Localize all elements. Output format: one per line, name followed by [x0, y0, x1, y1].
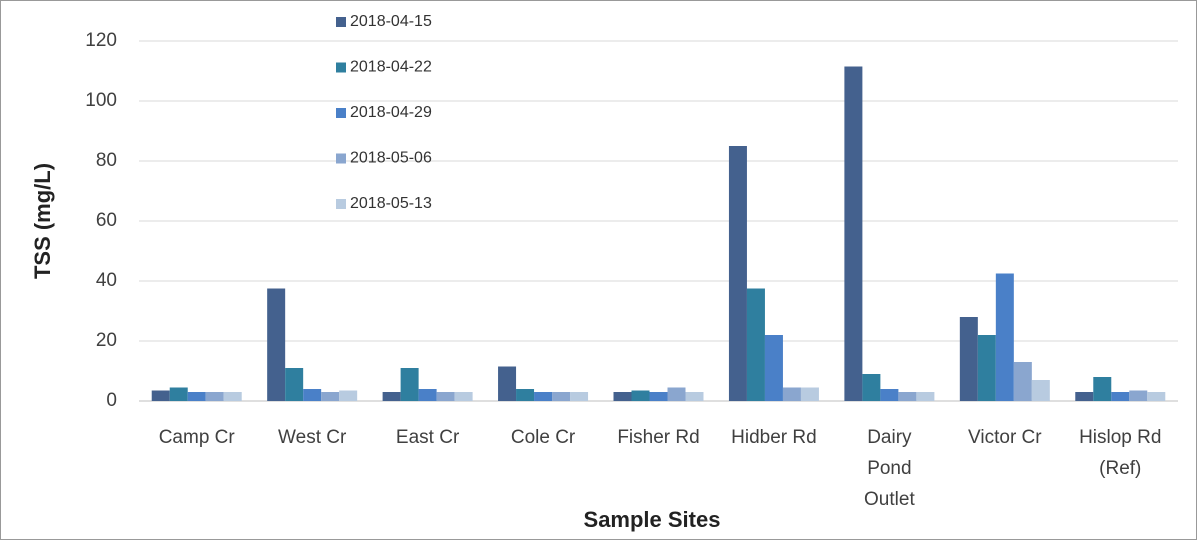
x-tick-label: Cole Cr	[511, 427, 576, 448]
y-tick-label: 40	[96, 270, 117, 291]
bar	[570, 392, 589, 401]
bar	[667, 387, 686, 401]
legend-label: 2018-04-22	[350, 59, 432, 76]
bar	[151, 390, 170, 401]
x-tick-label: Fisher Rd	[617, 427, 699, 448]
bar	[898, 392, 917, 401]
bar	[959, 317, 978, 401]
bar	[516, 389, 535, 401]
bar	[995, 273, 1014, 401]
legend-swatch	[336, 62, 346, 73]
bar	[436, 392, 455, 401]
bar	[223, 392, 242, 401]
bar	[764, 335, 783, 401]
y-tick-label: 20	[96, 330, 117, 351]
x-tick-label: Outlet	[864, 489, 915, 510]
legend-swatch	[336, 153, 346, 164]
bar	[1013, 362, 1032, 401]
bar	[862, 374, 881, 401]
y-tick-label: 100	[85, 90, 117, 111]
legend-swatch	[336, 17, 346, 27]
x-tick-label: West Cr	[278, 427, 347, 448]
bar	[800, 387, 819, 401]
bar	[454, 392, 473, 401]
x-tick-label: Dairy	[867, 427, 912, 448]
y-tick-label: 0	[106, 390, 117, 411]
x-tick-label: (Ref)	[1099, 458, 1141, 479]
x-axis-title: Sample Sites	[584, 507, 721, 532]
bar	[400, 368, 419, 401]
bar	[880, 389, 899, 401]
bar	[321, 392, 340, 401]
bar	[1111, 392, 1130, 401]
legend-label: 2018-04-29	[350, 104, 432, 121]
bar	[498, 366, 517, 401]
bar	[613, 392, 632, 401]
bar	[187, 392, 206, 401]
bar	[746, 288, 765, 401]
x-tick-label: Hidber Rd	[731, 427, 817, 448]
bar	[1075, 392, 1094, 401]
bar	[782, 387, 801, 401]
bar	[534, 392, 553, 401]
bar	[916, 392, 935, 401]
bar	[977, 335, 996, 401]
x-tick-label: Hislop Rd	[1079, 427, 1161, 448]
legend-label: 2018-05-06	[350, 150, 432, 167]
bar	[728, 146, 747, 401]
x-tick-label: Pond	[867, 458, 911, 479]
y-tick-label: 80	[96, 150, 117, 171]
x-tick-label: Victor Cr	[968, 427, 1042, 448]
bar	[552, 392, 571, 401]
legend-swatch	[336, 199, 346, 209]
bar	[649, 392, 668, 401]
x-tick-label: East Cr	[396, 427, 460, 448]
bar	[1129, 390, 1148, 401]
y-axis-title: TSS (mg/L)	[30, 163, 55, 279]
y-tick-label: 60	[96, 210, 117, 231]
bar	[631, 390, 650, 401]
bar	[1093, 377, 1112, 401]
bar	[169, 387, 188, 401]
legend-label: 2018-04-15	[350, 13, 432, 30]
bar	[418, 389, 437, 401]
bar	[844, 66, 863, 401]
bar	[1147, 392, 1166, 401]
bar	[382, 392, 401, 401]
bar	[267, 288, 286, 401]
y-tick-label: 120	[85, 30, 117, 51]
bar	[1031, 380, 1050, 401]
bar	[205, 392, 224, 401]
legend-swatch	[336, 108, 346, 118]
bar	[303, 389, 322, 401]
legend-label: 2018-05-13	[350, 195, 432, 212]
bar	[285, 368, 304, 401]
bar	[339, 390, 358, 401]
x-tick-label: Camp Cr	[159, 427, 236, 448]
bar	[685, 392, 704, 401]
